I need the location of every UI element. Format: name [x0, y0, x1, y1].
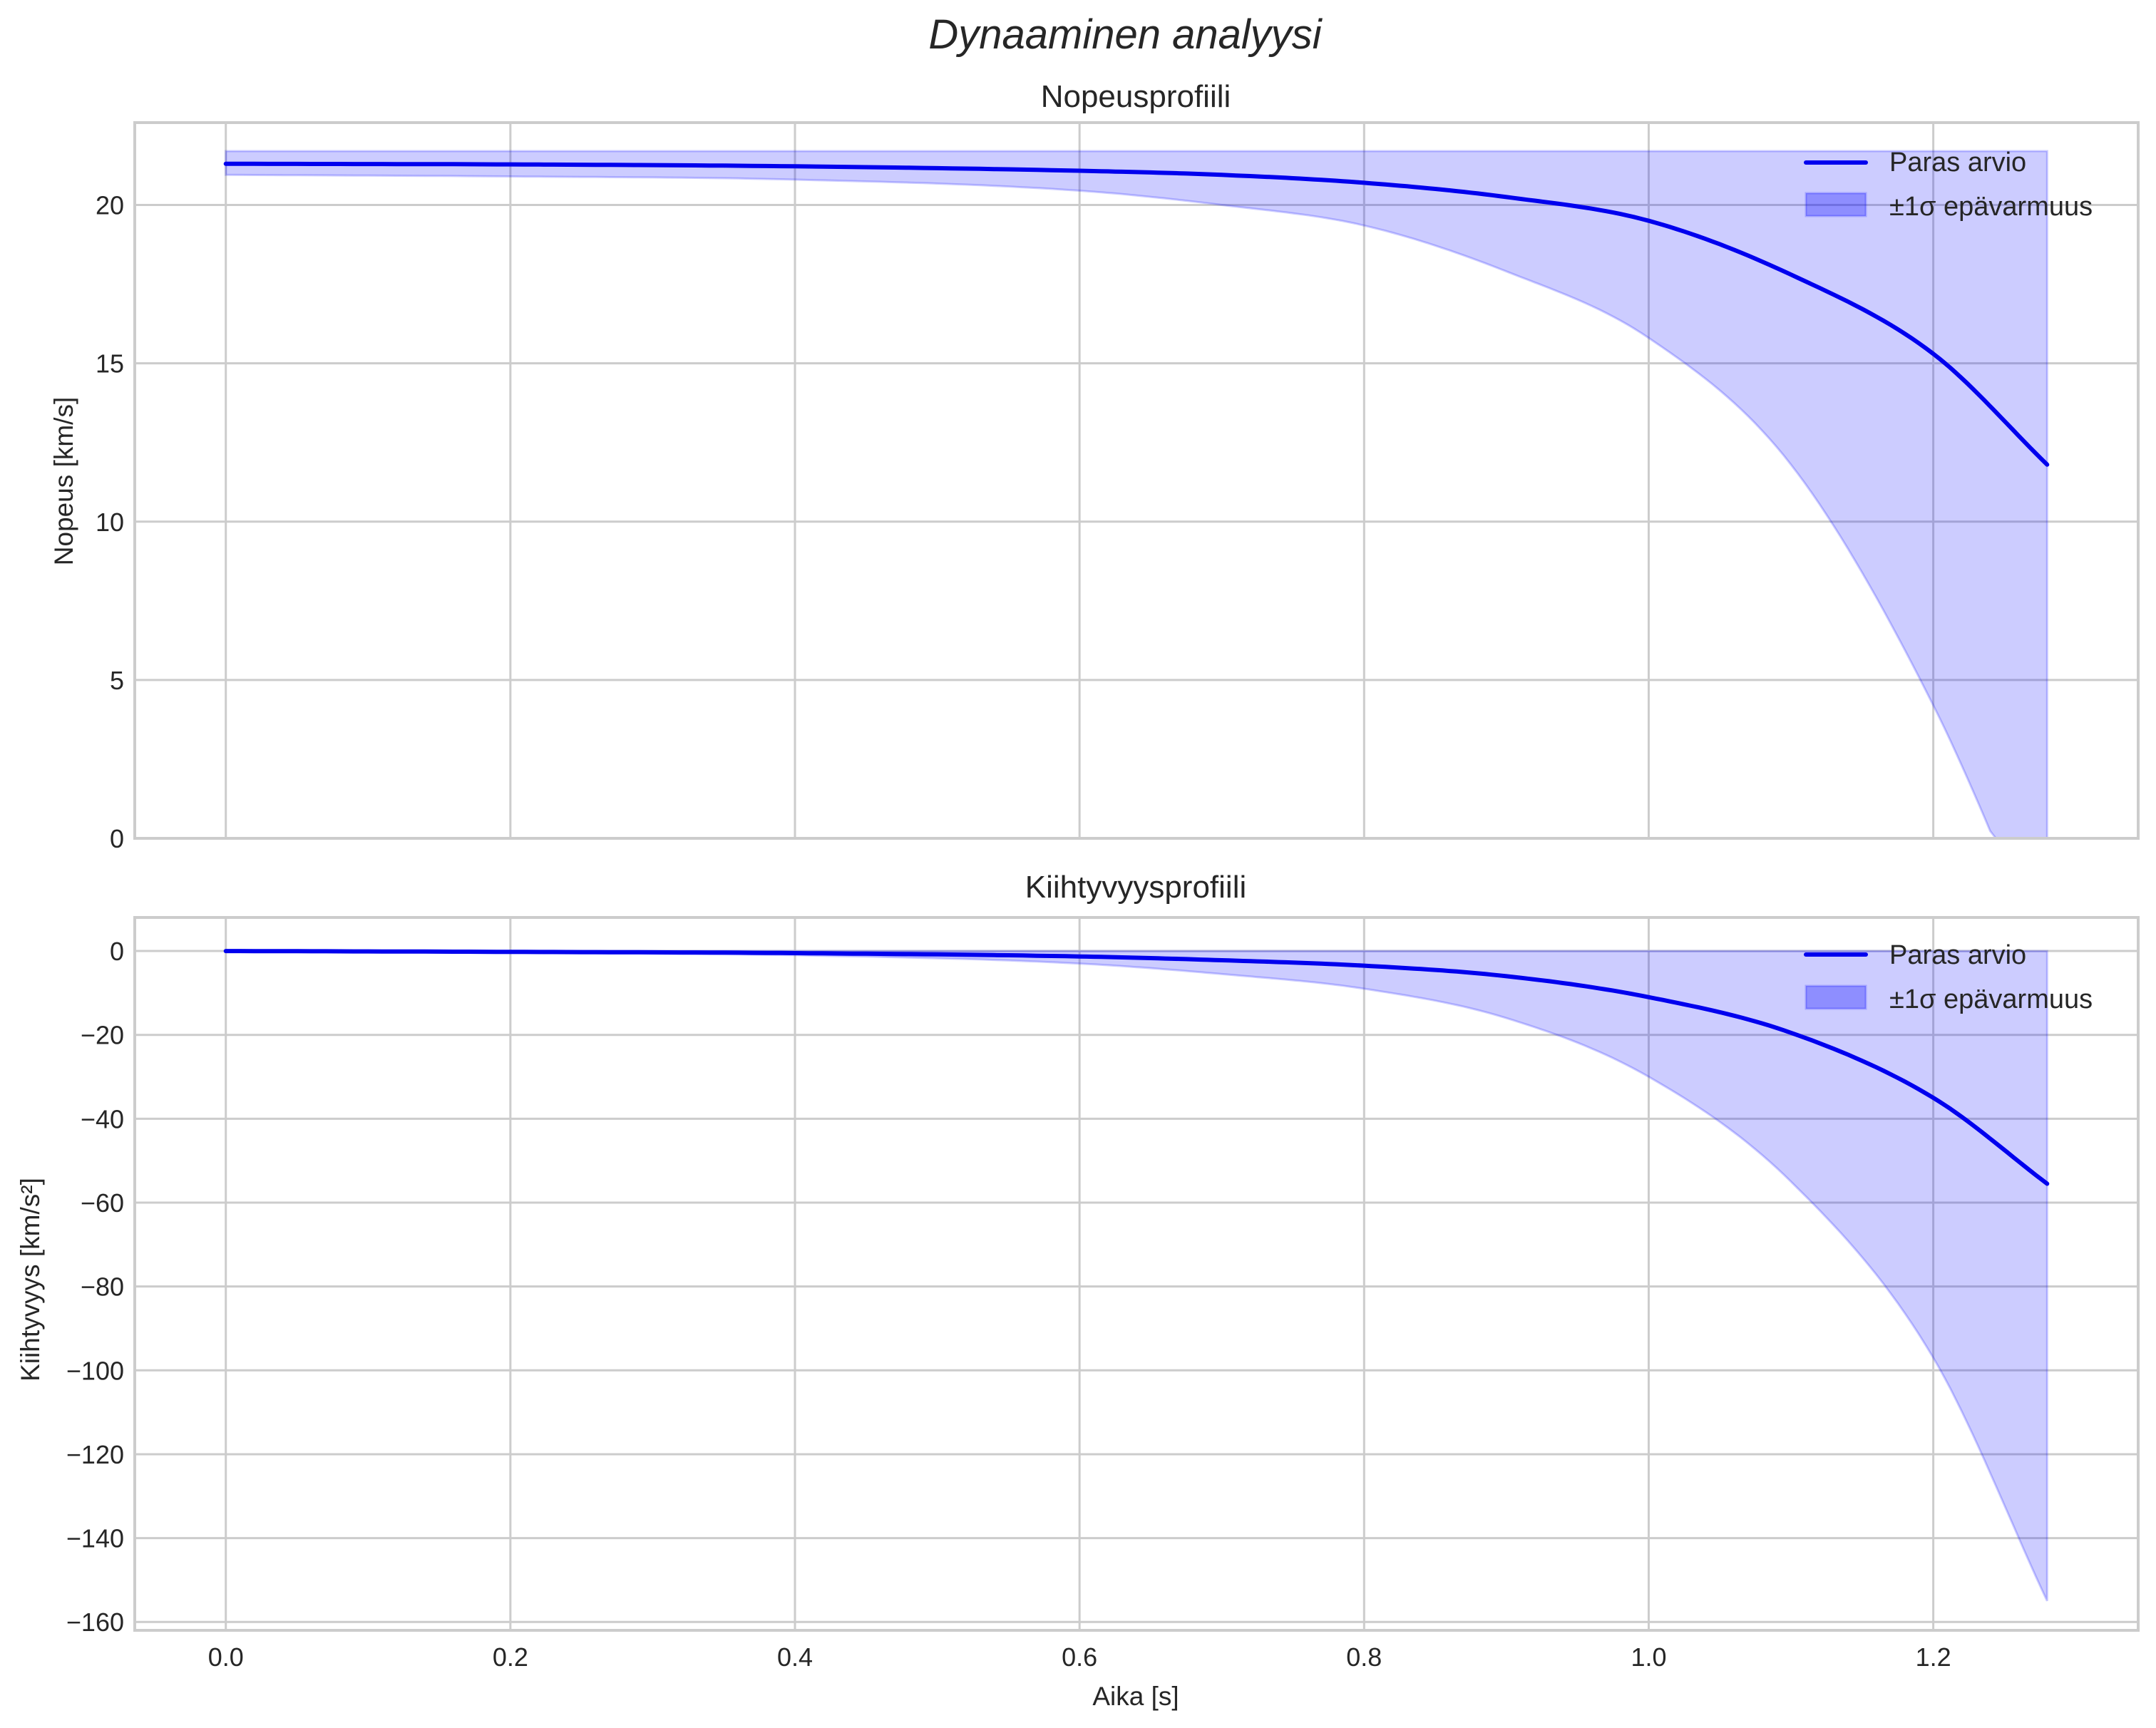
y-tick-label: 5 — [110, 666, 124, 695]
velocity-uncertainty-band — [225, 150, 2048, 840]
velocity-title: Nopeusprofiili — [1041, 79, 1231, 114]
legend-line-label: Paras arvio — [1889, 148, 2026, 178]
velocity-legend: Paras arvio ±1σ epävarmuus — [1804, 148, 2093, 222]
x-tick-label: 0.8 — [1346, 1642, 1382, 1672]
acceleration-best-line — [223, 949, 2050, 1186]
y-tick-label: −160 — [66, 1608, 124, 1637]
y-tick-label: −100 — [66, 1356, 124, 1385]
velocity-best-line — [223, 161, 2050, 467]
acceleration-x-ticks: 0.0 0.2 0.4 0.6 0.8 1.0 1.2 — [208, 1642, 1951, 1672]
x-tick-label: 0.4 — [777, 1642, 813, 1672]
x-tick-label: 1.0 — [1631, 1642, 1666, 1672]
velocity-y-ticks: 0 5 10 15 20 — [96, 191, 124, 853]
legend-band-icon — [1805, 984, 1867, 1010]
legend-band-label: ±1σ epävarmuus — [1889, 192, 2093, 222]
acceleration-legend: Paras arvio ±1σ epävarmuus — [1804, 940, 2093, 1014]
acceleration-axes-frame — [133, 916, 2140, 1632]
y-tick-label: 20 — [96, 191, 124, 220]
y-tick-label: −60 — [81, 1188, 124, 1218]
velocity-y-label: Nopeus [km/s] — [49, 397, 78, 565]
acceleration-title: Kiihtyvyysprofiili — [1025, 870, 1247, 905]
velocity-gridlines — [135, 123, 2138, 840]
y-tick-label: 0 — [110, 824, 124, 853]
acceleration-gridlines — [135, 917, 2138, 1630]
figure-suptitle: Dynaaminen analyysi — [928, 11, 1323, 58]
x-axis-label: Aika [s] — [1092, 1682, 1179, 1711]
y-tick-label: −40 — [81, 1104, 124, 1133]
y-tick-label: −20 — [81, 1021, 124, 1050]
velocity-axes: Nopeusprofiili 0 5 10 15 20 Nopeus [km/s] Pa… — [49, 79, 2140, 853]
x-tick-label: 0.2 — [493, 1642, 528, 1672]
y-tick-label: −120 — [66, 1440, 124, 1469]
velocity-axes-frame — [133, 121, 2140, 840]
acceleration-axes: Kiihtyvyysprofiili 0 −20 −40 −60 −80 −100 −120… — [16, 870, 2140, 1672]
x-tick-label: 1.2 — [1916, 1642, 1951, 1672]
x-tick-label: 0.6 — [1062, 1642, 1097, 1672]
legend-band-icon — [1805, 192, 1867, 217]
y-tick-label: 10 — [96, 508, 124, 537]
y-tick-label: −80 — [81, 1272, 124, 1302]
acceleration-y-ticks: 0 −20 −40 −60 −80 −100 −120 −140 −160 — [66, 937, 124, 1637]
acceleration-y-label: Kiihtyvyys [km/s²] — [16, 1178, 45, 1382]
y-tick-label: 0 — [110, 937, 124, 966]
y-tick-label: 15 — [96, 349, 124, 379]
acceleration-uncertainty-band — [225, 950, 2048, 1602]
x-tick-label: 0.0 — [208, 1642, 244, 1672]
legend-line-label: Paras arvio — [1889, 940, 2026, 970]
legend-band-label: ±1σ epävarmuus — [1889, 984, 2093, 1014]
y-tick-label: −140 — [66, 1524, 124, 1553]
